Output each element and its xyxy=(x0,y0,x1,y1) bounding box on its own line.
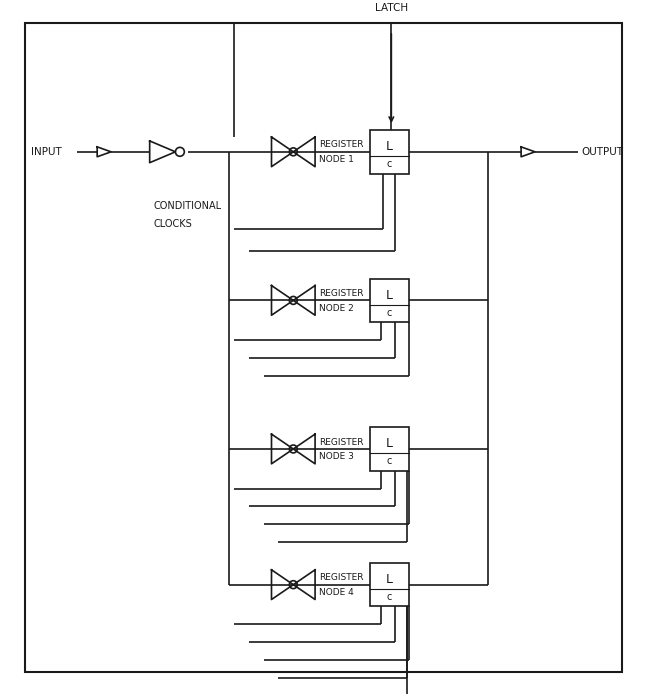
Bar xyxy=(369,563,409,607)
Bar xyxy=(369,279,409,322)
Text: L: L xyxy=(386,573,393,586)
Text: LATCH: LATCH xyxy=(375,3,408,13)
Text: L: L xyxy=(386,140,393,153)
Text: REGISTER: REGISTER xyxy=(319,289,364,298)
Text: OUTPUT: OUTPUT xyxy=(582,147,624,157)
Text: L: L xyxy=(386,288,393,302)
Text: L: L xyxy=(386,437,393,450)
Text: NODE 4: NODE 4 xyxy=(319,588,354,597)
Text: REGISTER: REGISTER xyxy=(319,140,364,149)
Text: c: c xyxy=(387,159,392,169)
Bar xyxy=(369,130,409,174)
Text: c: c xyxy=(387,456,392,466)
Text: REGISTER: REGISTER xyxy=(319,573,364,582)
Text: NODE 3: NODE 3 xyxy=(319,452,354,461)
Text: c: c xyxy=(387,592,392,602)
Text: REGISTER: REGISTER xyxy=(319,438,364,446)
Text: c: c xyxy=(387,308,392,318)
Text: NODE 2: NODE 2 xyxy=(319,304,354,313)
Text: INPUT: INPUT xyxy=(31,147,61,157)
Text: CONDITIONAL: CONDITIONAL xyxy=(153,202,222,211)
Text: NODE 1: NODE 1 xyxy=(319,155,354,164)
Text: CLOCKS: CLOCKS xyxy=(153,219,192,229)
Bar xyxy=(369,427,409,471)
